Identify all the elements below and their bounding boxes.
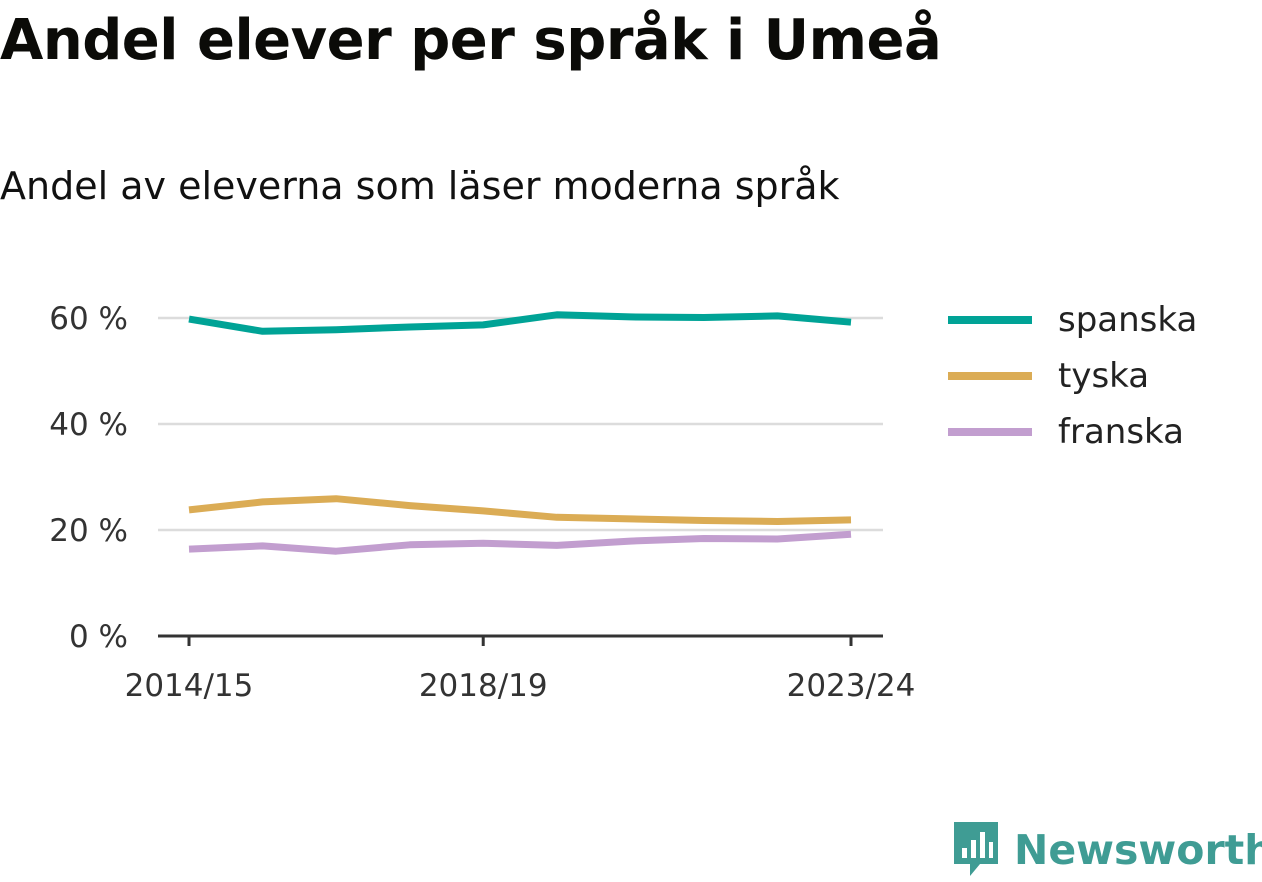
series-line-spanska: [188, 311, 852, 335]
legend-label-franska: franska: [1058, 412, 1184, 452]
series-lines: [188, 311, 852, 555]
grid-lines: [158, 316, 883, 532]
x-tick-label: 2018/19: [419, 668, 548, 704]
chart-title: Andel elever per språk i Umeå: [0, 8, 942, 73]
y-tick-label: 0 %: [69, 619, 128, 655]
legend-label-tyska: tyska: [1058, 356, 1149, 396]
y-tick-label: 20 %: [49, 513, 128, 549]
brand-logo: Newsworthy: [950, 818, 1262, 882]
y-axis-ticks: 0 % 20 % 40 % 60 %: [49, 301, 128, 655]
x-axis-ticks: 2014/15 2018/19 2023/24: [125, 636, 916, 704]
chart-subtitle: Andel av eleverna som läser moderna språ…: [0, 164, 840, 208]
legend-label-spanska: spanska: [1058, 300, 1197, 340]
line-chart: 0 % 20 % 40 % 60 % 2014/15 2018/19 2023/24 sp…: [49, 300, 1197, 704]
x-tick-label: 2014/15: [125, 668, 254, 704]
newsworthy-logo-icon: [950, 818, 1002, 882]
series-line-tyska: [188, 495, 852, 525]
y-tick-label: 40 %: [49, 407, 128, 443]
legend: spanska tyska franska: [948, 300, 1197, 452]
y-tick-label: 60 %: [49, 301, 128, 337]
brand-name: Newsworthy: [1014, 826, 1262, 874]
x-tick-label: 2023/24: [787, 668, 916, 704]
series-line-franska: [188, 530, 852, 555]
